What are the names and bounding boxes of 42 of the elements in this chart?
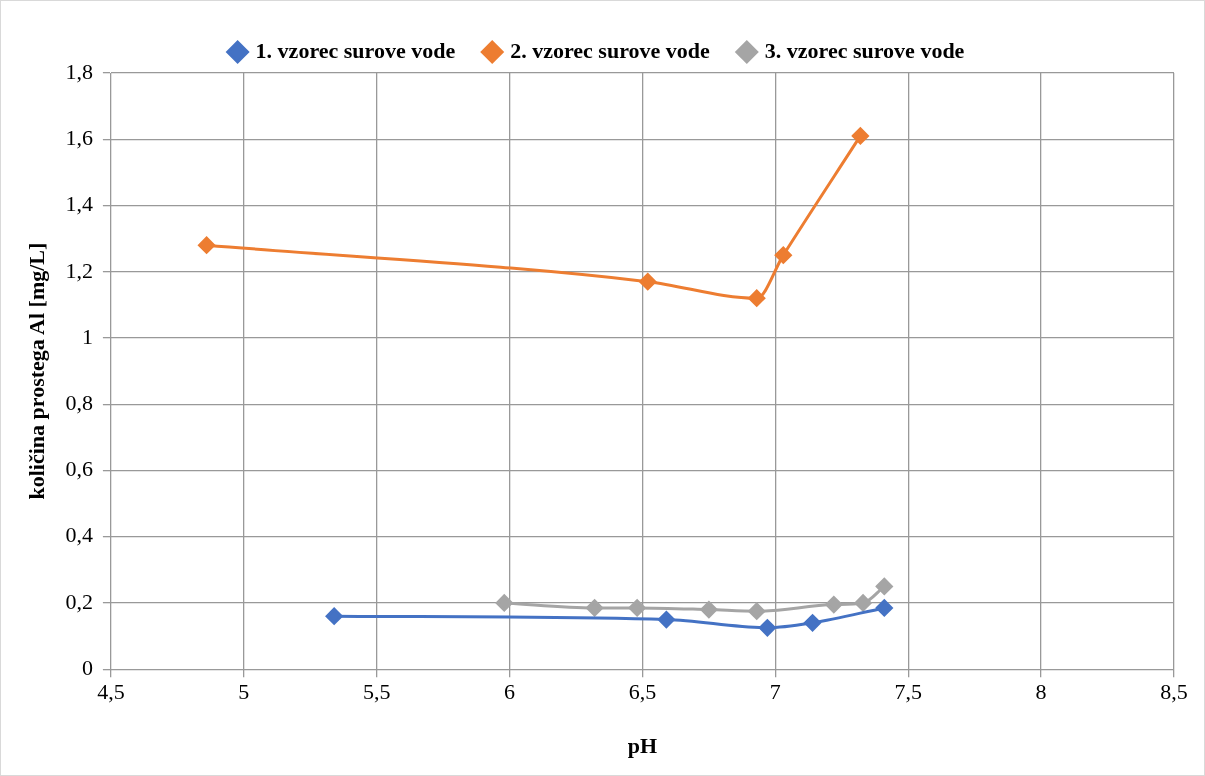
y-tick-label: 0: [81, 654, 93, 680]
y-tick-label: 0,2: [65, 588, 93, 614]
point: [774, 246, 792, 264]
point: [628, 599, 646, 617]
y-tick-label: 1,6: [65, 125, 93, 151]
point: [657, 611, 675, 629]
y-tick-label: 1,2: [65, 257, 93, 283]
x-tick-label: 5,5: [362, 679, 391, 705]
point: [748, 602, 766, 620]
point: [825, 596, 843, 614]
y-tick-label: 0,4: [65, 522, 93, 548]
y-tick-label: 0,6: [65, 456, 93, 482]
point: [198, 236, 216, 254]
x-tick-label: 7,5: [894, 679, 922, 705]
y-tick-label: 1,8: [65, 58, 93, 84]
legend-label: 2. vzorec surove vode: [510, 37, 711, 63]
x-tick-label: 5: [238, 679, 250, 705]
point: [758, 619, 776, 637]
point: [639, 273, 657, 291]
point: [586, 599, 604, 617]
x-tick-label: 7: [769, 679, 781, 705]
x-tick-label: 8,5: [1160, 679, 1188, 705]
point: [700, 601, 718, 619]
y-axis-title: količina prostega Al [mg/L]: [23, 242, 49, 500]
x-tick-label: 6,5: [628, 679, 657, 705]
point: [875, 599, 893, 617]
y-tick-label: 1,4: [65, 191, 93, 217]
point: [851, 127, 869, 145]
x-tick-label: 4,5: [97, 679, 125, 705]
point: [804, 614, 822, 632]
x-tick-label: 8: [1035, 679, 1047, 705]
point: [495, 594, 513, 612]
point: [854, 594, 872, 612]
y-tick-label: 1: [81, 323, 93, 349]
legend-label: 3. vzorec surove vode: [764, 37, 965, 63]
y-tick-label: 0,8: [65, 390, 93, 415]
x-axis-title: pH: [627, 733, 658, 759]
x-tick-label: 6: [504, 679, 516, 705]
point: [875, 577, 893, 595]
point: [325, 607, 343, 625]
legend-label: 1. vzorec surove vode: [255, 37, 456, 63]
point: [748, 289, 766, 307]
